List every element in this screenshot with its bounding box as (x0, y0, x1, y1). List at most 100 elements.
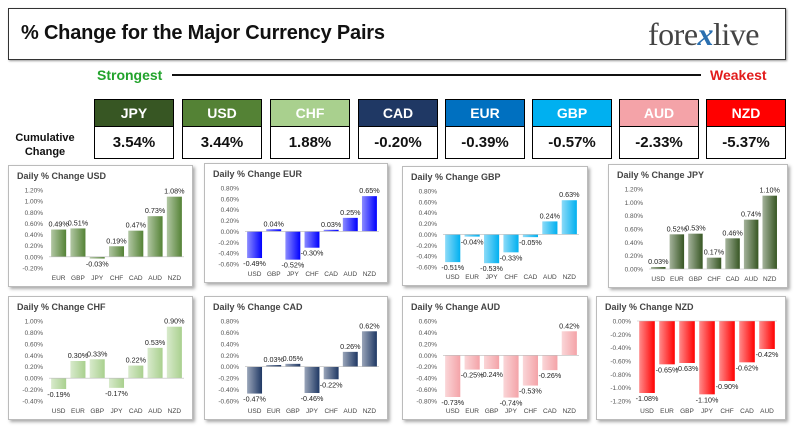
chart-plot: 0.00% -0.20% -0.40% -0.60% -0.80% -1.00% -1.20… (610, 319, 779, 416)
bar (464, 234, 480, 237)
chart-panel-7: Daily % Change AUD 0.60% 0.40% 0.20% 0.00% -0… (402, 296, 588, 420)
title-box: % Change for the Major Currency Pairs fo… (8, 8, 786, 60)
y-tick-label: 1.00% (625, 200, 644, 207)
bar (522, 355, 539, 386)
data-label: 0.65% (359, 186, 380, 195)
y-tick-label: 0.00% (221, 229, 240, 236)
x-tick-label: EUR (71, 408, 85, 415)
data-label: 0.25% (340, 208, 361, 217)
y-tick-label: 0.20% (625, 253, 644, 260)
x-tick-label: CHF (707, 276, 720, 283)
y-tick-label: 1.20% (625, 187, 644, 194)
bar (166, 326, 182, 379)
data-label: -0.90% (716, 382, 739, 391)
y-tick-label: 0.00% (419, 232, 438, 239)
x-tick-label: AUD (343, 271, 357, 278)
data-label: -0.73% (441, 398, 464, 407)
y-tick-label: 0.00% (221, 364, 240, 371)
currency-card-jpy: JPY 3.54% (94, 99, 174, 159)
y-tick-label: -0.40% (610, 345, 631, 352)
bar (247, 366, 263, 394)
currency-card-value: -0.39% (445, 127, 525, 159)
y-tick-label: -1.00% (610, 385, 631, 392)
x-tick-label: EUR (267, 408, 281, 415)
data-label: -0.05% (519, 238, 542, 247)
x-tick-label: USD (640, 408, 654, 415)
data-label: -0.63% (676, 364, 699, 373)
bar (542, 355, 558, 371)
currency-card-header: JPY (94, 99, 174, 127)
bar (361, 331, 377, 367)
y-tick-label: 0.20% (221, 218, 240, 225)
bar (166, 196, 182, 257)
data-label: 0.46% (722, 228, 743, 237)
y-tick-label: 0.60% (625, 227, 644, 234)
x-tick-label: CAD (129, 275, 143, 282)
currency-card-chf: CHF 1.88% (270, 99, 350, 159)
y-tick-label: -0.20% (218, 240, 239, 247)
chart-panel-8: Daily % Change NZD 0.00% -0.20% -0.40% -0.60… (596, 296, 786, 420)
x-tick-label: JPY (111, 408, 124, 415)
chart-plot: 0.80% 0.60% 0.40% 0.20% 0.00% -0.20% -0.40% -0.… (218, 186, 380, 279)
bar (759, 321, 775, 349)
currency-card-gbp: GBP -0.57% (532, 99, 612, 159)
bar (503, 355, 519, 398)
chart-title: Daily % Change CHF (17, 302, 106, 312)
bar (266, 365, 282, 367)
chart-plot: 0.80% 0.60% 0.40% 0.20% 0.00% -0.20% -0.40% -0.… (416, 189, 580, 282)
chart-panel-5: Daily % Change CHF 1.00% 0.80% 0.60% 0.40% 0.… (8, 296, 193, 420)
y-tick-label: 0.00% (25, 254, 44, 261)
x-tick-label: GBP (680, 408, 694, 415)
x-tick-label: USD (248, 408, 262, 415)
bar (285, 231, 301, 260)
chart-panel-3: Daily % Change GBP 0.80% 0.60% 0.40% 0.20% 0.… (402, 166, 588, 286)
logo-text-post: live (713, 16, 759, 52)
y-tick-label: -0.60% (610, 359, 631, 366)
data-label: -1.10% (696, 395, 719, 404)
data-label: 0.53% (685, 224, 706, 233)
y-tick-label: 0.80% (625, 213, 644, 220)
bar (128, 365, 144, 379)
x-tick-label: CHF (524, 408, 537, 415)
data-label: -0.49% (243, 259, 266, 268)
bar (706, 257, 722, 269)
bar (323, 366, 339, 380)
currency-card-value: -5.37% (706, 127, 786, 159)
bar (51, 378, 67, 389)
bar (542, 221, 558, 235)
data-label: 0.53% (145, 338, 166, 347)
chart-title: Daily % Change AUD (411, 302, 501, 312)
x-tick-label: GBP (689, 276, 703, 283)
y-tick-label: 0.00% (613, 319, 632, 326)
currency-card-cad: CAD -0.20% (358, 99, 438, 159)
currency-card-usd: USD 3.44% (182, 99, 262, 159)
data-label: 0.52% (667, 224, 688, 233)
bar (679, 321, 695, 363)
data-label: 0.42% (559, 321, 580, 330)
chart-panel-1: Daily % Change USD 1.20% 1.00% 0.80% 0.60% 0.… (8, 165, 193, 287)
data-label: 0.33% (87, 349, 108, 358)
y-tick-label: 0.80% (221, 186, 240, 193)
data-label: -0.19% (47, 390, 70, 399)
bar (639, 321, 655, 393)
bar (361, 196, 377, 232)
x-tick-label: CAD (726, 276, 740, 283)
y-tick-label: 0.80% (25, 210, 44, 217)
data-label: 0.03% (648, 257, 669, 266)
logo-x: x (697, 16, 714, 52)
x-tick-label: AUD (744, 276, 758, 283)
x-tick-label: USD (446, 408, 460, 415)
forexlive-logo[interactable]: forexlive (648, 16, 759, 53)
x-tick-label: GBP (485, 408, 499, 415)
y-tick-label: 0.40% (25, 353, 44, 360)
currency-card-value: -2.33% (619, 127, 699, 159)
data-label: 0.04% (264, 219, 285, 228)
x-tick-label: GBP (267, 271, 281, 278)
y-tick-label: -0.80% (416, 399, 437, 406)
y-tick-label: -0.40% (22, 399, 43, 406)
data-label: 0.03% (264, 355, 285, 364)
bar (266, 229, 282, 232)
x-tick-label: EUR (465, 274, 479, 281)
data-label: -0.03% (86, 260, 109, 269)
bar (70, 361, 86, 379)
